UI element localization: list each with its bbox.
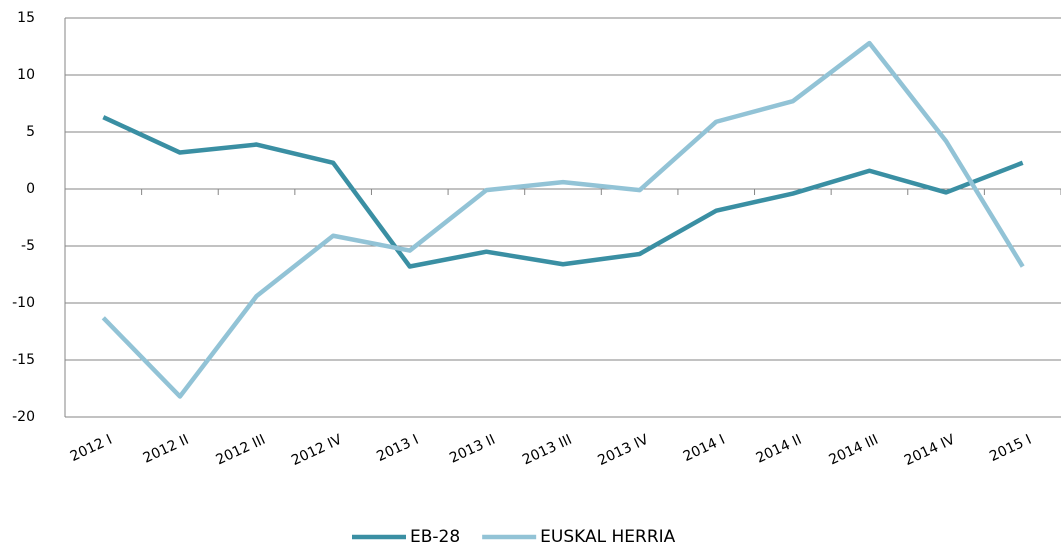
x-tick-label: 2014 IV (902, 432, 958, 469)
y-tick-label: -10 (12, 295, 35, 311)
y-tick-label: 5 (26, 124, 35, 140)
legend-label: EB-28 (410, 527, 460, 547)
x-tick-label: 2014 III (827, 432, 881, 469)
y-tick-label: -5 (21, 238, 35, 254)
x-tick-label: 2012 III (214, 432, 268, 469)
x-tick-label: 2014 II (754, 432, 805, 467)
y-tick-label: 10 (17, 67, 35, 83)
x-tick-label: 2014 I (681, 432, 728, 465)
x-tick-label: 2012 II (141, 432, 192, 467)
x-tick-label: 2013 I (374, 432, 421, 465)
y-tick-label: 0 (26, 181, 35, 197)
x-tick-label: 2013 II (447, 432, 498, 467)
legend-label: EUSKAL HERRIA (540, 527, 675, 547)
series-line (101, 40, 1025, 399)
x-tick-label: 2012 I (68, 432, 115, 465)
y-tick-label: 15 (17, 10, 35, 26)
y-tick-label: -15 (12, 352, 35, 368)
x-tick-label: 2013 III (520, 432, 574, 469)
x-tick-label: 2015 I (987, 432, 1034, 465)
x-tick-label: 2013 IV (595, 432, 651, 469)
series-line (102, 115, 1024, 269)
y-tick-label: -20 (12, 409, 35, 425)
x-tick-label: 2012 IV (289, 432, 345, 469)
